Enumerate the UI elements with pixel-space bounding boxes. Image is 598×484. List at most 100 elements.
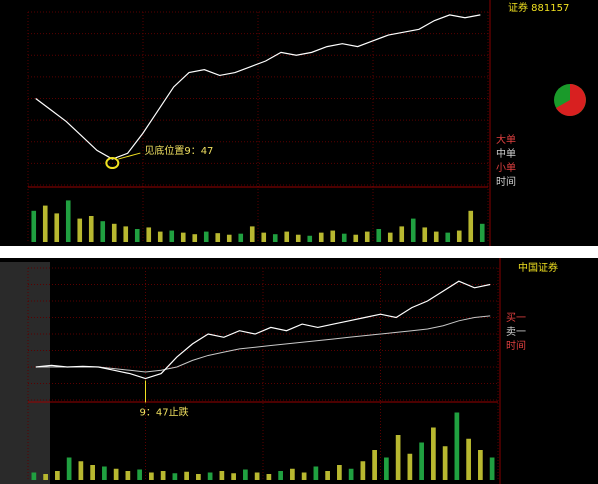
volume-bar <box>419 442 424 480</box>
sidebar-title: 证券 881157 <box>508 1 569 14</box>
volume-bar <box>341 233 347 242</box>
volume-bar <box>243 469 248 480</box>
volume-bar <box>196 474 201 480</box>
sidebar-label: 买一 <box>506 312 526 324</box>
volume-bar <box>100 221 106 242</box>
volume-bar <box>149 472 154 480</box>
volume-bar <box>261 232 267 242</box>
volume-bar <box>226 234 232 242</box>
annotation: 见底位置9：47 <box>144 144 213 157</box>
volume-bar <box>137 469 142 480</box>
volume-bar <box>111 223 117 242</box>
volume-bar <box>307 235 313 242</box>
volume-bar <box>172 473 178 480</box>
volume-bar <box>284 231 290 242</box>
volume-bar <box>157 231 163 242</box>
volume-bar <box>454 412 460 480</box>
volume-bar <box>254 472 260 480</box>
marker-circle <box>105 157 120 170</box>
volume-bar <box>238 233 244 242</box>
volume-bar <box>456 230 462 242</box>
sidebar-title: 中国证券 <box>518 261 558 274</box>
volume-bar <box>353 234 359 242</box>
top-panel <box>0 0 598 246</box>
volume-bar <box>102 466 107 480</box>
volume-bar <box>376 229 382 242</box>
volume-bar <box>360 461 366 480</box>
sidebar-label: 中单 <box>496 147 516 160</box>
premarket-band <box>0 262 50 484</box>
volume-bar <box>399 226 405 242</box>
volume-bar <box>431 427 436 480</box>
volume-bar <box>325 471 330 480</box>
volume-bar <box>337 465 342 480</box>
volume-bar <box>442 446 448 480</box>
sidebar-label: 时间 <box>506 339 526 352</box>
sidebar-label: 时间 <box>496 175 516 188</box>
volume-bar <box>192 234 198 242</box>
volume-bar <box>77 218 83 242</box>
volume-bar <box>43 474 48 480</box>
volume-bar <box>410 218 416 242</box>
volume-bar <box>468 210 474 242</box>
volume-bar <box>445 232 451 242</box>
sidebar-label: 小单 <box>496 162 516 174</box>
volume-bar <box>318 232 324 242</box>
volume-bar <box>123 226 129 242</box>
volume-bar <box>433 231 439 242</box>
volume-bar <box>387 232 393 242</box>
volume-bar <box>55 471 60 480</box>
volume-bar <box>295 234 301 242</box>
volume-bar <box>125 471 131 480</box>
pointer <box>118 152 141 160</box>
volume-bar <box>169 230 175 242</box>
volume-bar <box>466 438 471 480</box>
volume-bar <box>489 457 495 480</box>
volume-bar <box>215 233 221 242</box>
volume-bar <box>146 227 152 242</box>
volume-bar <box>207 472 213 480</box>
volume-bar <box>278 471 283 480</box>
volume-bar <box>479 223 485 242</box>
volume-bar <box>478 450 483 480</box>
volume-bar <box>231 473 236 480</box>
volume-bar <box>272 234 278 242</box>
pie-icon <box>556 84 586 116</box>
volume-bar <box>348 468 354 480</box>
volume-bar <box>42 205 48 242</box>
volume-bar <box>422 227 428 242</box>
price-line <box>35 280 491 380</box>
volume-bar <box>66 457 72 480</box>
volume-bar <box>364 231 370 242</box>
sidebar-label: 卖一 <box>506 326 526 338</box>
volume-bar <box>113 468 119 480</box>
annotation: 9：47止跌 <box>140 406 189 419</box>
volume-bar <box>203 231 209 242</box>
volume-bar <box>88 216 94 242</box>
volume-bar <box>160 471 166 480</box>
volume-bar <box>31 472 37 480</box>
volume-bar <box>65 200 71 242</box>
volume-bar <box>219 471 225 480</box>
volume-bar <box>290 468 295 480</box>
sidebar-label: 大单 <box>496 133 516 146</box>
volume-bar <box>407 453 413 480</box>
volume-bar <box>249 226 255 242</box>
volume-bar <box>90 465 95 480</box>
volume-bar <box>266 474 272 480</box>
volume-bar <box>330 230 336 242</box>
volume-bar <box>301 472 307 480</box>
bottom-panel <box>0 258 598 484</box>
volume-bar <box>395 435 401 480</box>
price-line <box>35 315 491 373</box>
volume-bar <box>134 229 140 242</box>
volume-bar <box>31 210 37 242</box>
volume-bar <box>54 213 60 242</box>
volume-bar <box>313 466 319 480</box>
volume-bar <box>372 450 377 480</box>
volume-bar <box>384 457 389 480</box>
volume-bar <box>184 471 189 480</box>
volume-bar <box>78 461 84 480</box>
volume-bar <box>180 232 186 242</box>
